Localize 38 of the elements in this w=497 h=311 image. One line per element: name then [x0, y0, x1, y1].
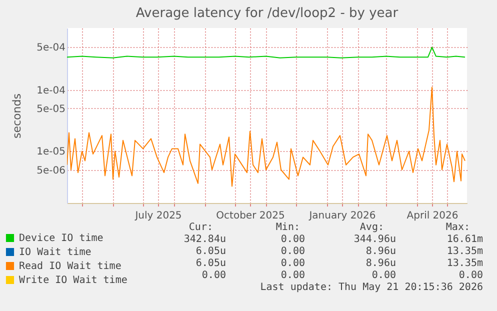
text: 16.61m: [446, 234, 483, 246]
x-tick-label: April 2026: [406, 210, 458, 222]
y-axis-title: seconds: [10, 93, 24, 138]
text: 0.00: [280, 246, 305, 258]
text: Last update: Thu May 21 20:15:36 2026: [260, 282, 483, 294]
text: 13.35m: [446, 246, 483, 258]
legend-label: Write IO Wait time: [19, 275, 128, 286]
text: 0.00: [458, 270, 483, 282]
text: 0.00: [372, 270, 396, 282]
line-series: [67, 46, 466, 58]
legend-label: IO Wait time: [19, 247, 92, 258]
x-tick-label: July 2025: [134, 210, 182, 222]
legend-label: Device IO time: [19, 233, 104, 244]
y-tick-label: 5e-05: [36, 104, 66, 115]
text: Max:: [446, 222, 470, 234]
line-series: [67, 86, 466, 187]
text: Avg:: [360, 222, 384, 234]
text: 0.00: [280, 234, 305, 246]
y-tick-label: 5e-06: [36, 165, 66, 176]
text: 342.84u: [184, 234, 226, 246]
text: 0.00: [280, 258, 305, 270]
x-tick-label: October 2025: [216, 210, 285, 222]
y-tick-label: 1e-04: [36, 85, 66, 96]
text: Min:: [276, 222, 300, 234]
text: 0.00: [202, 270, 226, 282]
text: 344.96u: [354, 234, 396, 246]
text: Cur:: [188, 222, 213, 234]
text: 6.05u: [196, 246, 226, 258]
text: 13.35m: [446, 258, 483, 270]
y-tick-label: 5e-04: [36, 42, 66, 54]
chart-title: Average latency for /dev/loop2 - by year: [136, 6, 399, 21]
text: 0.00: [280, 270, 305, 282]
text: 6.05u: [196, 258, 226, 270]
legend-label: Read IO Wait time: [19, 261, 122, 272]
x-tick-label: January 2026: [308, 210, 376, 222]
text: 8.96u: [366, 246, 396, 258]
text: 8.96u: [366, 258, 396, 270]
y-tick-label: 1e-05: [36, 146, 66, 158]
